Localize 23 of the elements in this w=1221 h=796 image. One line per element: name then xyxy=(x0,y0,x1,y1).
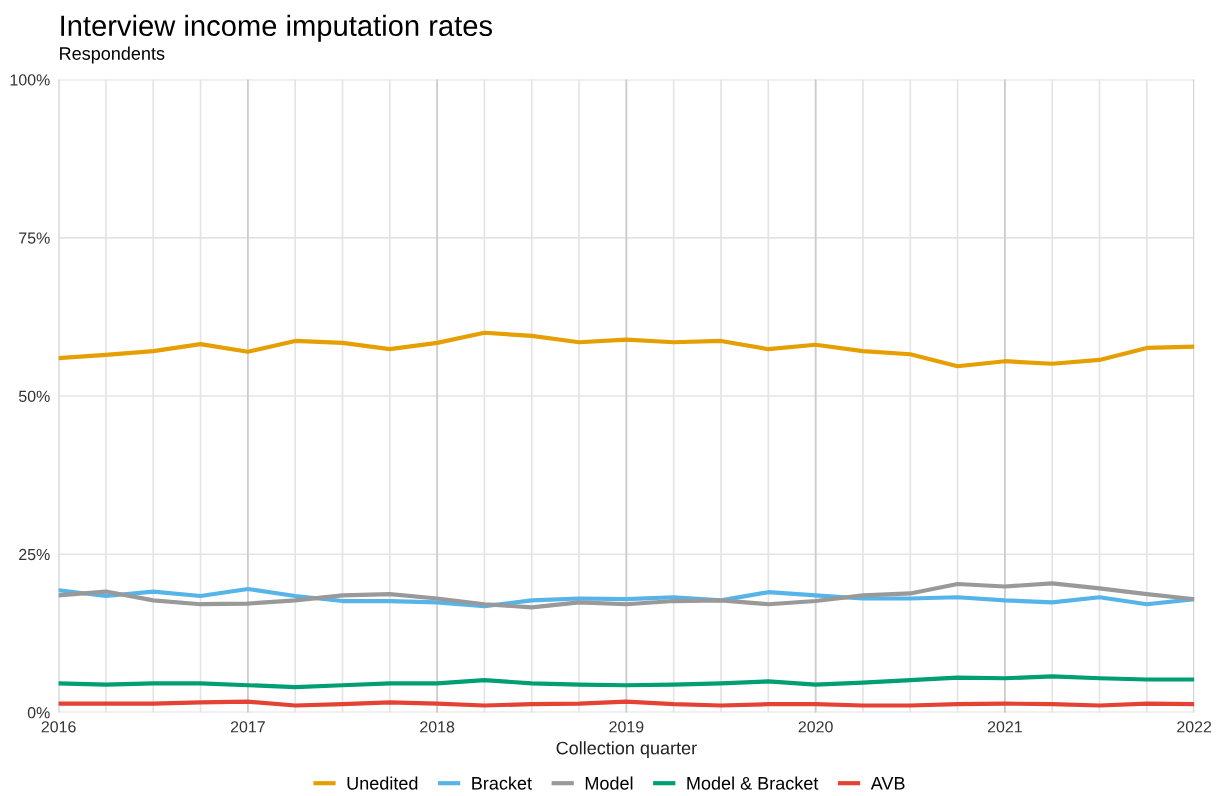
x-tick-label: 2022 xyxy=(1177,721,1212,733)
legend-label: Model & Bracket xyxy=(687,776,819,790)
x-tick-label: 2018 xyxy=(420,721,455,733)
y-tick-label: 75% xyxy=(19,232,50,244)
x-tick-label: 2017 xyxy=(230,721,265,733)
x-axis-title: Collection quarter xyxy=(556,741,697,759)
y-tick-label: 100% xyxy=(10,74,50,86)
line-series xyxy=(58,581,1195,610)
chart-subtitle: Respondents xyxy=(60,46,165,64)
legend-label: Model xyxy=(585,776,633,790)
line-series xyxy=(58,330,1195,369)
legend-label: Bracket xyxy=(472,776,532,790)
x-tick-label: 2016 xyxy=(41,721,76,733)
x-tick-label: 2021 xyxy=(987,721,1022,733)
y-tick-label: 50% xyxy=(18,390,50,402)
legend-label: Unedited xyxy=(347,776,418,790)
legend-label: AVB xyxy=(870,777,905,790)
x-tick-label: 2019 xyxy=(609,721,644,733)
y-tick-label: 0% xyxy=(27,707,50,719)
chart-title: Interview income imputation rates xyxy=(61,14,493,42)
y-tick-label: 25% xyxy=(19,548,50,561)
line-series xyxy=(58,674,1195,690)
x-tick-label: 2020 xyxy=(798,721,833,733)
